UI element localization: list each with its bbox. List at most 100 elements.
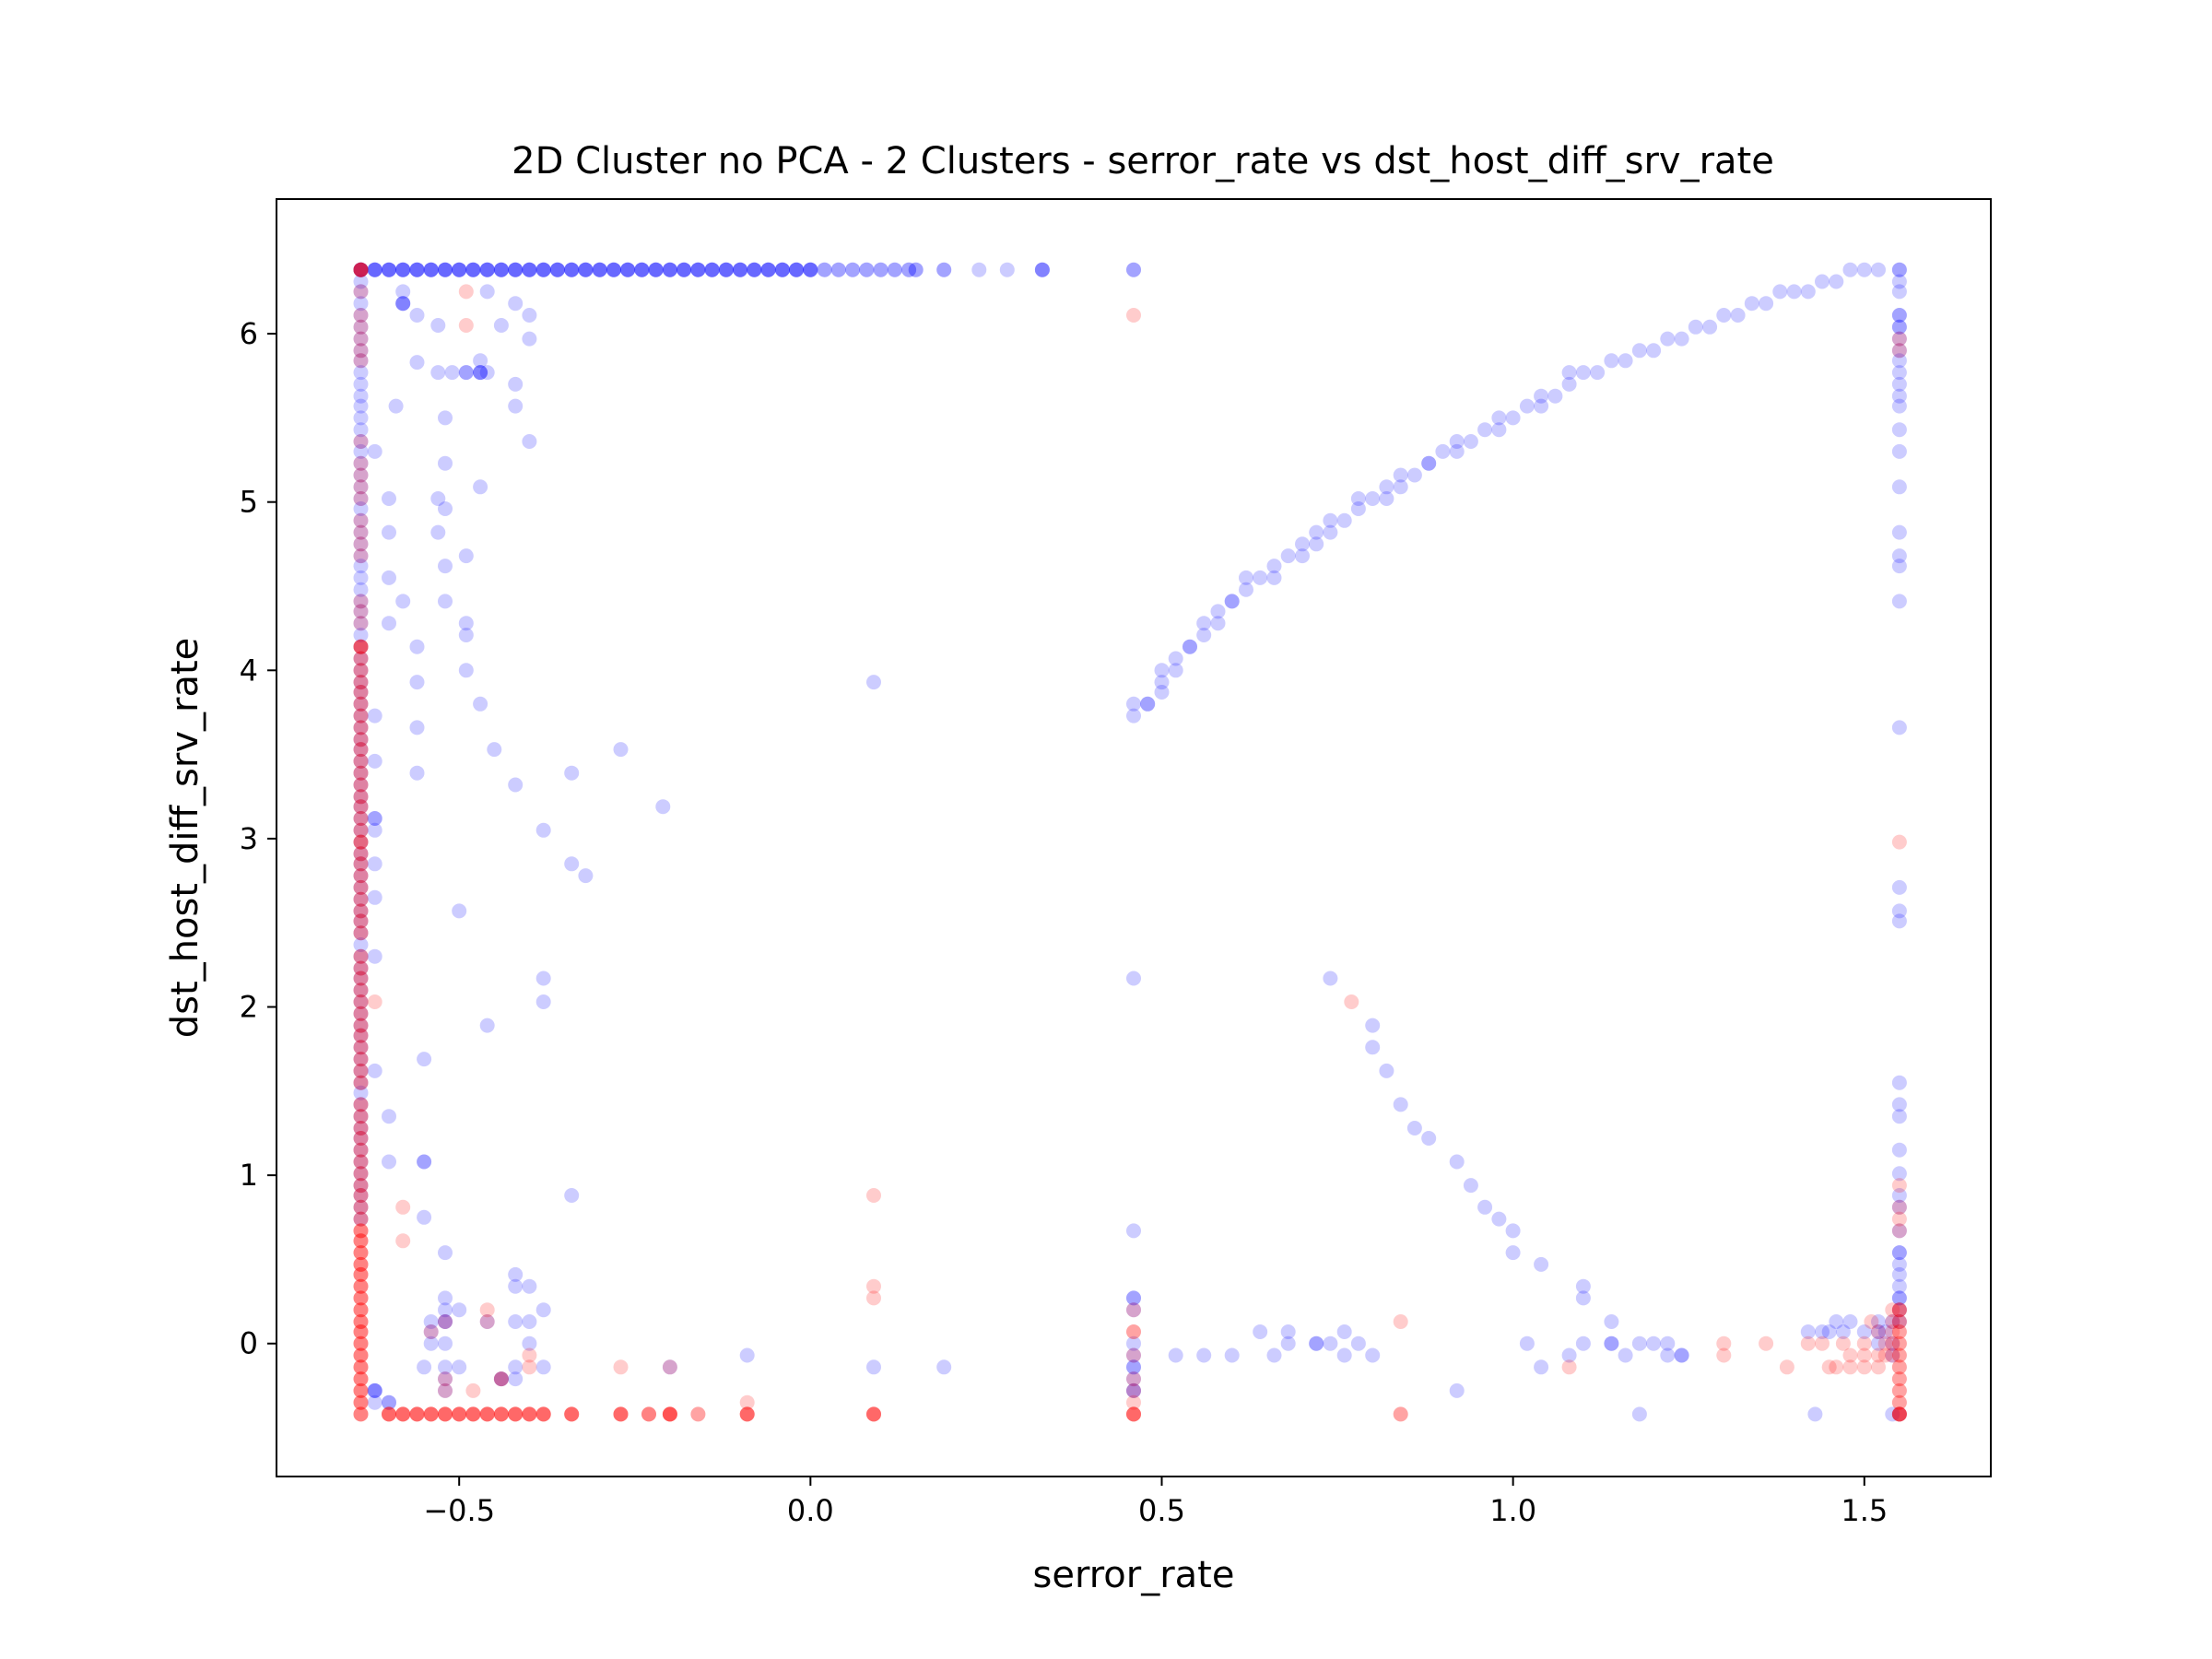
data-point-series-1-330 <box>1891 1406 1907 1422</box>
data-point-series-1-18 <box>353 536 369 552</box>
data-point-series-0-444 <box>1646 1335 1662 1351</box>
data-point-series-0-167 <box>409 355 425 371</box>
data-point-series-1-318 <box>1891 1211 1907 1227</box>
data-point-series-0-368 <box>1891 331 1907 347</box>
data-point-series-0-154 <box>999 262 1015 277</box>
data-point-series-0-82 <box>578 262 594 277</box>
data-point-series-0-119 <box>634 262 650 277</box>
data-point-series-0-495 <box>353 696 369 712</box>
data-point-series-0-400 <box>1891 1290 1907 1306</box>
data-point-series-1-151 <box>353 1142 369 1158</box>
data-point-series-0-419 <box>1604 1314 1619 1329</box>
data-point-series-0-501 <box>353 765 369 781</box>
data-point-series-0-236 <box>479 1314 495 1329</box>
data-point-series-1-84 <box>353 1324 369 1339</box>
data-point-series-0-266 <box>662 1359 677 1375</box>
data-point-series-1-283 <box>1344 994 1359 1009</box>
data-point-series-0-122 <box>677 262 692 277</box>
data-point-series-1-271 <box>1126 308 1141 323</box>
data-point-series-0-22 <box>662 262 677 277</box>
data-point-series-1-287 <box>1561 1359 1577 1375</box>
data-point-series-0-365 <box>1891 308 1907 323</box>
data-point-series-0-33 <box>353 262 369 277</box>
data-point-series-0-492 <box>353 663 369 678</box>
data-point-series-0-372 <box>1891 376 1907 392</box>
data-point-series-0-462 <box>1885 1335 1900 1351</box>
data-point-series-0-532 <box>353 1121 369 1135</box>
data-point-series-0-403 <box>1323 971 1338 986</box>
data-point-series-1-343 <box>1891 1406 1907 1422</box>
data-point-series-0-216 <box>535 971 551 986</box>
data-point-series-1-20 <box>353 594 369 609</box>
data-point-series-1-73 <box>353 1199 369 1215</box>
data-point-series-0-80 <box>549 262 565 277</box>
data-point-series-1-190 <box>739 1406 755 1422</box>
data-point-series-0-226 <box>438 1245 453 1261</box>
data-point-series-0-348 <box>1716 308 1732 323</box>
data-point-series-1-102 <box>353 1335 369 1351</box>
data-point-series-1-332 <box>1891 1314 1907 1329</box>
data-point-series-1-87 <box>353 1359 369 1375</box>
data-point-series-0-173 <box>473 365 488 381</box>
data-point-series-0-218 <box>479 1018 495 1033</box>
data-point-series-1-75 <box>353 1223 369 1239</box>
data-point-series-0-305 <box>1266 559 1282 574</box>
data-point-series-0-333 <box>1534 398 1549 414</box>
data-point-series-0-227 <box>508 1266 524 1282</box>
data-point-series-1-193 <box>395 1406 411 1422</box>
data-point-series-0-283 <box>1126 1371 1141 1387</box>
data-point-series-0-295 <box>1196 628 1212 642</box>
data-point-series-1-6 <box>353 308 369 323</box>
data-point-series-1-288 <box>1716 1335 1732 1351</box>
data-point-series-1-327 <box>1891 1371 1907 1387</box>
data-point-series-0-437 <box>1534 1359 1549 1375</box>
data-point-series-0-71 <box>423 262 439 277</box>
data-point-series-0-356 <box>1829 274 1844 289</box>
x-tick-label-3: 1.0 <box>1489 1493 1536 1528</box>
data-point-series-1-35 <box>353 753 369 769</box>
data-point-series-1-11 <box>353 434 369 449</box>
data-point-series-1-339 <box>1891 1394 1907 1410</box>
data-point-series-1-163 <box>353 1278 369 1294</box>
data-point-series-0-254 <box>367 1382 382 1398</box>
data-point-series-1-156 <box>353 1199 369 1215</box>
data-point-series-0-306 <box>1280 548 1296 564</box>
data-point-series-1-267 <box>662 1406 677 1422</box>
data-point-series-0-310 <box>1309 524 1324 540</box>
data-point-series-0-388 <box>1891 1109 1907 1124</box>
data-point-series-0-339 <box>1590 365 1606 381</box>
data-point-series-1-154 <box>353 1178 369 1194</box>
data-point-series-1-17 <box>353 524 369 540</box>
data-point-series-0-433 <box>1350 1335 1366 1351</box>
data-point-series-0-97 <box>789 262 805 277</box>
data-point-series-0-90 <box>690 262 706 277</box>
data-point-series-1-112 <box>353 675 369 690</box>
data-point-series-0-329 <box>1491 422 1507 438</box>
data-point-series-1-130 <box>353 879 369 895</box>
data-point-series-0-425 <box>1266 1347 1282 1363</box>
data-point-series-0-68 <box>382 262 396 277</box>
data-point-series-0-497 <box>353 720 369 735</box>
data-point-series-1-69 <box>353 1154 369 1170</box>
data-point-series-1-56 <box>353 994 369 1009</box>
data-point-series-1-248 <box>458 284 474 300</box>
data-point-series-1-301 <box>1856 1359 1872 1375</box>
data-point-series-1-165 <box>353 1302 369 1318</box>
data-point-series-1-326 <box>1891 1359 1907 1375</box>
data-point-series-0-268 <box>866 1359 881 1375</box>
data-point-series-0-491 <box>353 651 369 666</box>
data-point-series-0-499 <box>353 742 369 758</box>
data-point-series-1-33 <box>353 732 369 747</box>
data-point-series-1-62 <box>353 1063 369 1078</box>
data-point-series-1-5 <box>353 284 369 300</box>
data-point-series-0-38 <box>423 262 439 277</box>
data-point-series-0-279 <box>1126 1335 1141 1351</box>
data-point-series-0-13 <box>535 262 551 277</box>
data-point-series-0-374 <box>1891 398 1907 414</box>
data-point-series-1-106 <box>353 1382 369 1398</box>
data-point-series-1-198 <box>465 1406 481 1422</box>
data-point-series-1-295 <box>1829 1359 1844 1375</box>
data-point-series-0-29 <box>760 262 776 277</box>
data-point-series-0-231 <box>438 1302 453 1318</box>
data-point-series-0-126 <box>733 262 748 277</box>
